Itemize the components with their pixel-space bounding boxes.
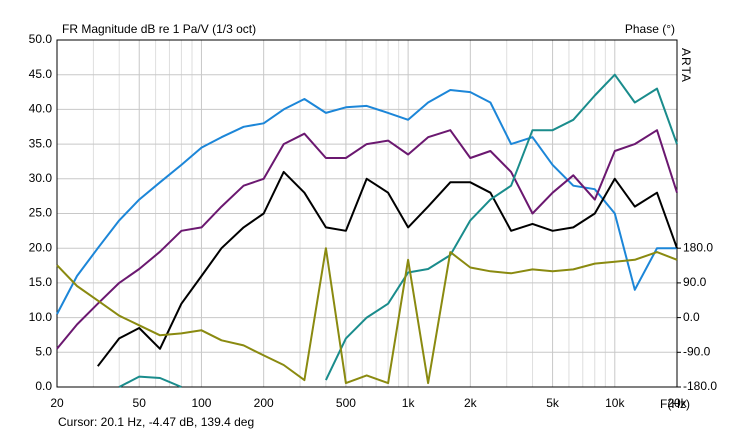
y2-tick-label: -90.0 (683, 344, 711, 358)
y2-tick-label: -180.0 (683, 379, 717, 393)
x-tick-label: 50 (133, 396, 147, 410)
x-tick-label: 20 (50, 396, 64, 410)
brand: ARTA (679, 48, 693, 83)
x-label: F(Hz) (660, 397, 690, 411)
y-tick-label: 30.0 (29, 171, 53, 185)
series-line (97, 170, 678, 367)
x-tick-label: 20k (667, 396, 687, 410)
x-tick-label: 2k (464, 396, 478, 410)
y2-tick-label: 90.0 (683, 275, 707, 289)
y-tick-label: 35.0 (29, 136, 53, 150)
y-tick-label: 40.0 (29, 102, 53, 116)
y-tick-label: 45.0 (29, 67, 53, 81)
x-tick-label: 1k (402, 396, 416, 410)
y-tick-label: 15.0 (29, 275, 53, 289)
x-tick-label: 5k (546, 396, 560, 410)
y-tick-label: 20.0 (29, 240, 53, 254)
y-tick-label: 5.0 (35, 344, 52, 358)
x-tick-label: 500 (336, 396, 356, 410)
x-tick-label: 100 (191, 396, 211, 410)
y-tick-label: 10.0 (29, 310, 53, 324)
y2-tick-label: 0.0 (683, 310, 700, 324)
y2-title: Phase (°) (625, 22, 675, 36)
y-tick-label: 0.0 (35, 379, 52, 393)
x-tick-label: 200 (254, 396, 274, 410)
plot-frame (56, 39, 678, 388)
chart-title: FR Magnitude dB re 1 Pa/V (1/3 oct) (62, 22, 256, 36)
x-tick-label: 10k (605, 396, 625, 410)
brand-text: ARTA (679, 48, 693, 83)
series-line (56, 129, 678, 350)
series-line (56, 89, 677, 315)
series-line (56, 247, 678, 385)
y-tick-label: 50.0 (29, 32, 53, 46)
y2-tick-label: 180.0 (683, 240, 713, 254)
series-line (118, 73, 678, 388)
y-tick-label: 25.0 (29, 206, 53, 220)
cursor-readout: Cursor: 20.1 Hz, -4.47 dB, 139.4 deg (58, 415, 254, 429)
